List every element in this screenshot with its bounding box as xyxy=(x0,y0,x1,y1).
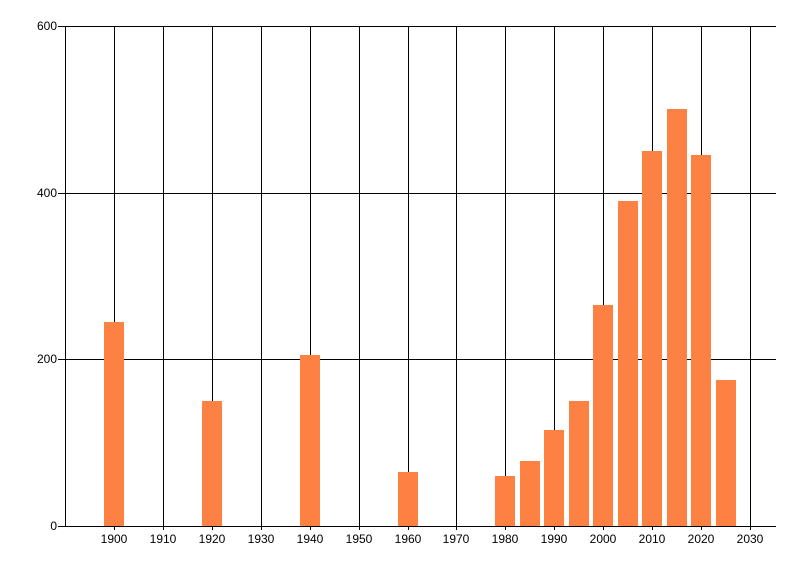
x-gridline xyxy=(554,26,555,530)
x-tick-label: 1970 xyxy=(442,532,470,546)
x-gridline xyxy=(359,26,360,530)
bar xyxy=(569,401,589,526)
x-tick-label: 1940 xyxy=(296,532,324,546)
x-tick-label: 1910 xyxy=(149,532,177,546)
bar xyxy=(398,472,418,526)
bar xyxy=(642,151,662,526)
x-tick-label: 1930 xyxy=(247,532,275,546)
x-gridline xyxy=(603,26,604,530)
y-tick-label: 0 xyxy=(50,519,57,533)
x-tick-label: 2030 xyxy=(736,532,764,546)
x-tick-label: 2010 xyxy=(638,532,666,546)
x-gridline xyxy=(505,26,506,530)
bar xyxy=(495,476,515,526)
bar xyxy=(104,322,124,526)
bar xyxy=(716,380,736,526)
x-tick-label: 2000 xyxy=(589,532,617,546)
x-tick-label: 1900 xyxy=(100,532,128,546)
y-tick-label: 600 xyxy=(36,19,57,33)
x-gridline xyxy=(163,26,164,530)
x-tick-label: 2020 xyxy=(687,532,715,546)
x-tick-label: 1960 xyxy=(394,532,422,546)
y-tick-label: 200 xyxy=(36,352,57,366)
bar xyxy=(202,401,222,526)
x-gridline xyxy=(212,26,213,530)
x-gridline xyxy=(750,26,751,530)
y-tick-label: 400 xyxy=(36,186,57,200)
bar xyxy=(667,109,687,526)
x-gridline xyxy=(114,26,115,530)
x-tick-label: 1950 xyxy=(345,532,373,546)
y-gridline xyxy=(58,359,776,360)
x-tick-label: 1980 xyxy=(491,532,519,546)
bar xyxy=(691,155,711,526)
y-gridline xyxy=(58,193,776,194)
bar xyxy=(618,201,638,526)
y-axis-line xyxy=(65,26,66,527)
x-tick-label: 1990 xyxy=(540,532,568,546)
x-axis-line xyxy=(58,526,776,527)
x-tick-label: 1920 xyxy=(198,532,226,546)
bar xyxy=(520,461,540,526)
bar xyxy=(593,305,613,526)
x-gridline xyxy=(408,26,409,530)
x-gridline xyxy=(310,26,311,530)
x-gridline xyxy=(456,26,457,530)
bar xyxy=(544,430,564,526)
x-gridline xyxy=(261,26,262,530)
y-gridline xyxy=(58,26,776,27)
bar xyxy=(300,355,320,526)
